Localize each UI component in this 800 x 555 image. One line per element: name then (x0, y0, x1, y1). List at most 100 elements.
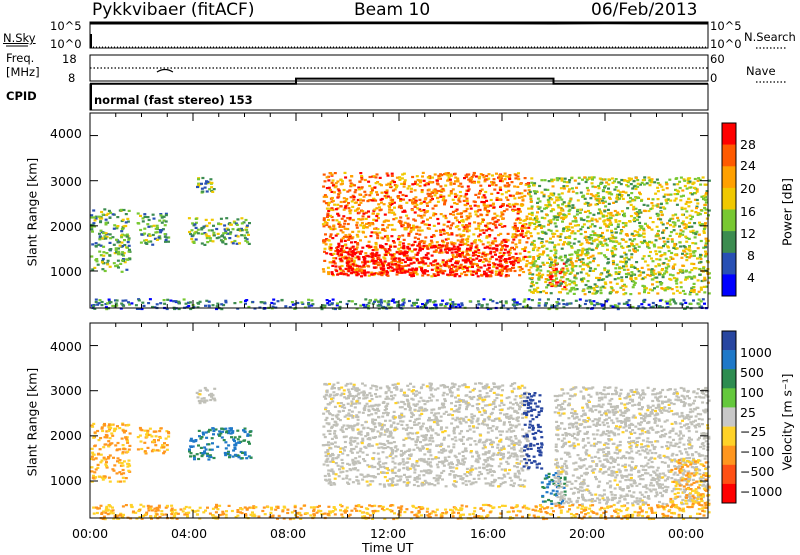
power-scatter-point (521, 230, 524, 232)
power-scatter-point (277, 300, 280, 302)
power-scatter-point (562, 303, 565, 305)
power-scatter-point (201, 177, 204, 179)
power-scatter-point (667, 238, 670, 240)
power-scatter-point (478, 260, 481, 262)
power-scatter-point (659, 255, 662, 257)
power-scatter-point (673, 243, 676, 245)
power-scatter-point (519, 183, 522, 185)
velocity-scatter-point (139, 427, 142, 429)
power-scatter-point (673, 301, 676, 303)
power-scatter-point (146, 223, 149, 225)
power-scatter-point (684, 293, 687, 295)
power-scatter-point (563, 181, 566, 183)
power-scatter-point (554, 244, 557, 246)
power-scatter-point (514, 177, 517, 179)
power-scatter-point (499, 186, 502, 188)
power-scatter-point (600, 235, 603, 237)
velocity-scatter-point (207, 443, 210, 445)
power-scatter-point (556, 262, 559, 264)
power-scatter-point (382, 246, 385, 248)
power-scatter-point (431, 269, 434, 271)
power-scatter-point (705, 201, 708, 203)
power-scatter-point (662, 245, 665, 247)
power-scatter-point (623, 258, 626, 260)
power-scatter-point (562, 185, 565, 187)
power-scatter-point (458, 197, 461, 199)
power-scatter-point (594, 186, 597, 188)
velocity-scatter-point (118, 427, 121, 429)
power-scatter-point (143, 233, 146, 235)
velocity-scatter-point (491, 474, 494, 476)
power-scatter-point (697, 247, 700, 249)
power-scatter-point (160, 214, 163, 216)
velocity-scatter-point (108, 423, 111, 425)
power-scatter-point (387, 183, 390, 185)
power-scatter-point (702, 176, 705, 178)
power-scatter-point (156, 239, 159, 241)
power-scatter-point (560, 209, 563, 211)
velocity-scatter-point (110, 432, 113, 434)
power-scatter-point (613, 189, 616, 191)
power-scatter-point (649, 289, 652, 291)
power-scatter-point (471, 264, 474, 266)
power-scatter-point (396, 177, 399, 179)
power-scatter-point (532, 265, 535, 267)
power-scatter-point (638, 222, 641, 224)
power-scatter-point (331, 302, 334, 304)
power-scatter-point (409, 231, 412, 233)
power-scatter-point (123, 209, 126, 211)
power-scatter-point (329, 172, 332, 174)
power-scatter-point (491, 229, 494, 231)
power-scatter-point (361, 186, 364, 188)
power-scatter-point (375, 207, 378, 209)
power-scatter-point (217, 223, 220, 225)
power-scatter-point (657, 214, 660, 216)
power-scatter-point (562, 228, 565, 230)
power-scatter-point (652, 260, 655, 262)
power-scatter-point (484, 191, 487, 193)
power-scatter-point (152, 234, 155, 236)
power-scatter-point (598, 277, 601, 279)
power-scatter-point (538, 224, 541, 226)
power-scatter-point (631, 187, 634, 189)
power-scatter-point (571, 270, 574, 272)
power-scatter-point (609, 198, 612, 200)
power-scatter-point (350, 175, 353, 177)
power-scatter-point (98, 233, 101, 235)
velocity-scatter-point (247, 433, 250, 435)
power-scatter-point (617, 277, 620, 279)
power-scatter-point (677, 219, 680, 221)
power-scatter-point (653, 245, 656, 247)
power-scatter-point (373, 273, 376, 275)
power-scatter-point (611, 287, 614, 289)
power-scatter-point (696, 199, 699, 201)
power-scatter-point (570, 287, 573, 289)
velocity-scatter-point (128, 460, 131, 462)
power-scatter-point (589, 226, 592, 228)
power-scatter-point (199, 301, 202, 303)
power-scatter-point (644, 276, 647, 278)
power-scatter-point (428, 201, 431, 203)
power-scatter-point (668, 220, 671, 222)
power-scatter-point (577, 224, 580, 226)
power-scatter-point (694, 236, 697, 238)
power-scatter-point (548, 195, 551, 197)
velocity-scatter-point (224, 454, 227, 456)
power-scatter-point (544, 281, 547, 283)
power-scatter-point (625, 222, 628, 224)
power-scatter-point (99, 220, 102, 222)
power-scatter-point (356, 244, 359, 246)
power-scatter-point (566, 270, 569, 272)
power-scatter-point (432, 207, 435, 209)
power-scatter-point (415, 271, 418, 273)
power-scatter-point (569, 223, 572, 225)
power-scatter-point (467, 173, 470, 175)
power-scatter-point (648, 177, 651, 179)
power-scatter-point (351, 231, 354, 233)
power-scatter-point (423, 209, 426, 211)
power-scatter-point (607, 258, 610, 260)
power-scatter-point (270, 302, 273, 304)
power-scatter-point (653, 181, 656, 183)
power-scatter-point (109, 212, 112, 214)
power-scatter-point (466, 253, 469, 255)
